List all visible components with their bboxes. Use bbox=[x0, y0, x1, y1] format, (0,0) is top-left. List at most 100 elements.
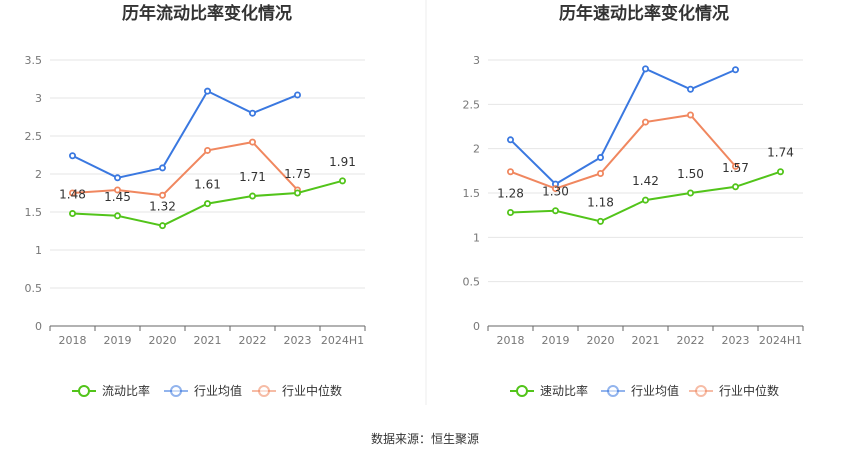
data-label: 1.45 bbox=[104, 190, 131, 204]
x-tick-label: 2022 bbox=[677, 334, 705, 347]
data-point-primary bbox=[687, 189, 695, 197]
legend-item-primary: 速动比率 bbox=[510, 383, 588, 398]
x-tick-label: 2021 bbox=[194, 334, 222, 347]
data-label: 1.32 bbox=[149, 200, 176, 214]
y-tick-label: 2 bbox=[35, 168, 42, 181]
legend-item-median: 行业中位数 bbox=[689, 383, 779, 398]
legend-label: 行业中位数 bbox=[719, 383, 779, 398]
y-tick-label: 2 bbox=[473, 143, 480, 156]
x-tick-label: 2018 bbox=[497, 334, 525, 347]
legend-label: 行业均值 bbox=[194, 383, 242, 398]
data-point-mean bbox=[69, 152, 77, 160]
data-point-median bbox=[597, 169, 605, 177]
data-point-median bbox=[506, 168, 514, 176]
y-tick-label: 0 bbox=[35, 320, 42, 333]
x-tick-label: 2019 bbox=[542, 334, 570, 347]
data-label: 1.91 bbox=[329, 155, 356, 169]
data-point-median bbox=[158, 191, 166, 199]
x-tick-label: 2024H1 bbox=[321, 334, 364, 347]
data-label: 1.18 bbox=[587, 195, 614, 209]
x-tick-label: 2021 bbox=[632, 334, 660, 347]
data-point-median bbox=[732, 162, 740, 170]
x-tick-label: 2023 bbox=[722, 334, 750, 347]
data-label: 1.74 bbox=[767, 146, 794, 160]
legend-label: 行业均值 bbox=[631, 383, 679, 398]
data-point-median bbox=[114, 186, 122, 194]
data-point-mean bbox=[506, 136, 514, 144]
chart-title: 历年速动比率变化情况 bbox=[559, 3, 729, 24]
data-label: 1.50 bbox=[677, 167, 704, 181]
series-line-median bbox=[510, 113, 737, 190]
legend-marker bbox=[258, 385, 270, 397]
data-point-primary bbox=[114, 212, 122, 220]
data-label: 1.57 bbox=[722, 161, 749, 175]
x-tick-label: 2018 bbox=[59, 334, 87, 347]
data-label: 1.28 bbox=[497, 187, 524, 201]
data-point-mean bbox=[732, 66, 740, 74]
series-line-median bbox=[72, 140, 299, 197]
x-tick-label: 2019 bbox=[104, 334, 132, 347]
legend-item-mean: 行业均值 bbox=[601, 383, 679, 398]
data-point-primary bbox=[203, 200, 211, 208]
y-tick-label: 0.5 bbox=[463, 276, 481, 289]
x-tick-label: 2022 bbox=[239, 334, 267, 347]
legend-item-median: 行业中位数 bbox=[252, 383, 342, 398]
data-label: 1.75 bbox=[284, 167, 311, 181]
data-label: 1.42 bbox=[632, 174, 659, 188]
data-point-primary bbox=[69, 210, 77, 218]
data-point-median bbox=[203, 146, 211, 154]
data-point-primary bbox=[732, 183, 740, 191]
y-tick-label: 1.5 bbox=[25, 206, 43, 219]
data-label: 1.30 bbox=[542, 185, 569, 199]
y-tick-label: 3.5 bbox=[25, 54, 43, 67]
y-tick-label: 0 bbox=[473, 320, 480, 333]
y-tick-label: 3 bbox=[35, 92, 42, 105]
data-point-primary bbox=[552, 207, 560, 215]
legend-marker bbox=[170, 385, 182, 397]
data-point-median bbox=[552, 185, 560, 193]
data-label: 1.71 bbox=[239, 170, 266, 184]
footer-source: 恒生聚源 bbox=[431, 432, 479, 446]
data-point-primary bbox=[338, 177, 346, 185]
y-tick-label: 2.5 bbox=[25, 130, 43, 143]
legend-marker bbox=[607, 385, 619, 397]
x-tick-label: 2024H1 bbox=[759, 334, 802, 347]
x-tick-label: 2023 bbox=[284, 334, 312, 347]
data-point-primary bbox=[642, 196, 650, 204]
x-tick-label: 2020 bbox=[149, 334, 177, 347]
data-point-mean bbox=[158, 164, 166, 172]
legend-item-primary: 流动比率 bbox=[72, 383, 150, 398]
data-point-mean bbox=[293, 91, 301, 99]
y-tick-label: 0.5 bbox=[25, 282, 43, 295]
legend-label: 流动比率 bbox=[102, 383, 150, 398]
series-line-mean bbox=[72, 89, 298, 179]
data-point-primary bbox=[506, 209, 514, 217]
legend-marker bbox=[695, 385, 707, 397]
quick-ratio-chart: 历年速动比率变化情况 0 0.5 1 1.5 2 2.5 3 2018 2019 2020 2021 2… bbox=[463, 3, 804, 398]
data-point-mean bbox=[642, 65, 650, 73]
data-point-mean bbox=[248, 109, 256, 117]
data-point-median bbox=[248, 138, 256, 146]
data-point-mean bbox=[114, 174, 122, 182]
data-point-median bbox=[642, 118, 650, 126]
data-point-primary bbox=[158, 222, 166, 230]
y-tick-label: 2.5 bbox=[463, 98, 481, 111]
legend-marker bbox=[516, 385, 528, 397]
series-line-mean bbox=[509, 67, 736, 186]
y-tick-label: 1 bbox=[473, 231, 480, 244]
data-point-primary bbox=[248, 192, 256, 200]
y-tick-label: 1.5 bbox=[463, 187, 481, 200]
legend-label: 行业中位数 bbox=[282, 383, 342, 398]
data-label: 1.48 bbox=[59, 188, 86, 202]
current-ratio-chart: 历年流动比率变化情况 0 0.5 1 1.5 2 2.5 3 3.5 2018 2019 2020 20… bbox=[25, 3, 366, 398]
data-point-primary bbox=[597, 217, 605, 225]
data-point-primary bbox=[777, 168, 785, 176]
data-label: 1.61 bbox=[194, 178, 221, 192]
data-point-mean bbox=[597, 154, 605, 162]
x-tick-label: 2020 bbox=[587, 334, 615, 347]
footer-prefix: 数据来源： bbox=[371, 431, 431, 446]
data-point-primary bbox=[293, 189, 301, 197]
legend-item-mean: 行业均值 bbox=[164, 383, 242, 398]
y-tick-label: 3 bbox=[473, 54, 480, 67]
